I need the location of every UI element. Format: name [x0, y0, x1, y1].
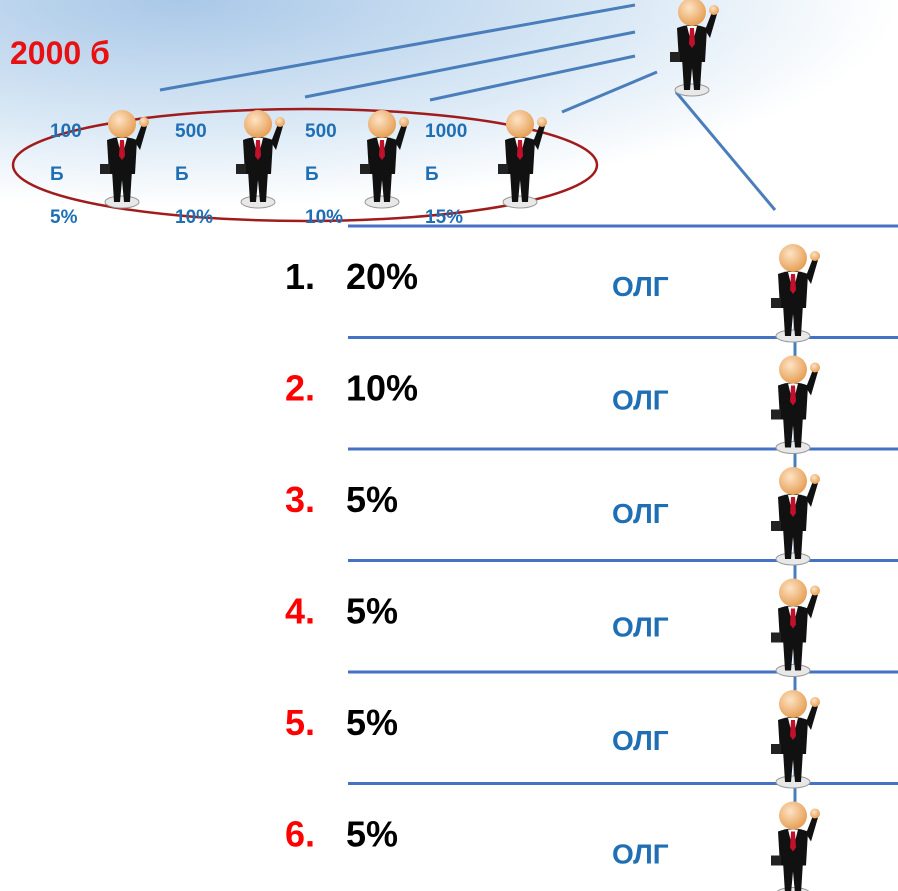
- person-icon: [771, 802, 820, 891]
- member-amount: 1000: [425, 121, 467, 142]
- level-label: ОЛГ: [612, 839, 669, 870]
- slide: 2000 б 100 Б 5% 500 Б 10% 500 Б 10% 1000 Б 15% 1. 20…: [0, 0, 898, 891]
- level-label: ОЛГ: [612, 385, 669, 416]
- level-number: 6.: [285, 814, 315, 855]
- member-unit: Б: [175, 164, 189, 185]
- diagram: 2000 б 100 Б 5% 500 Б 10% 500 Б 10% 1000 Б 15% 1. 20…: [0, 0, 898, 891]
- level-number: 1.: [285, 256, 315, 297]
- member-unit: Б: [50, 164, 64, 185]
- level-number: 5.: [285, 702, 315, 743]
- level-percent: 5%: [346, 814, 398, 855]
- member-unit: Б: [305, 164, 319, 185]
- level-number: 3.: [285, 479, 315, 520]
- level-label: ОЛГ: [612, 498, 669, 529]
- level-number: 4.: [285, 591, 315, 632]
- person-icon: [771, 690, 820, 788]
- person-icon: [771, 467, 820, 565]
- level-label: ОЛГ: [612, 725, 669, 756]
- level-percent: 5%: [346, 479, 398, 520]
- level-percent: 20%: [346, 256, 418, 297]
- level-percent: 10%: [346, 368, 418, 409]
- member-percent: 10%: [175, 207, 213, 228]
- member-percent: 15%: [425, 207, 463, 228]
- member-amount: 100: [50, 121, 82, 142]
- level-label: ОЛГ: [612, 271, 669, 302]
- member-percent: 10%: [305, 207, 343, 228]
- member-amount: 500: [175, 121, 207, 142]
- member-amount: 500: [305, 121, 337, 142]
- level-percent: 5%: [346, 591, 398, 632]
- level-lines: [348, 226, 898, 891]
- title: 2000 б: [10, 35, 110, 71]
- level-label: ОЛГ: [612, 612, 669, 643]
- levels: 1. 20% ОЛГ 2. 10% ОЛГ 3. 5% ОЛГ 4. 5% ОЛГ 5. 5% ОЛГ 6. 5…: [285, 244, 820, 891]
- member-unit: Б: [425, 164, 439, 185]
- member-percent: 5%: [50, 207, 78, 228]
- person-icon: [771, 579, 820, 677]
- level-number: 2.: [285, 368, 315, 409]
- person-icon: [771, 356, 820, 454]
- level-percent: 5%: [346, 702, 398, 743]
